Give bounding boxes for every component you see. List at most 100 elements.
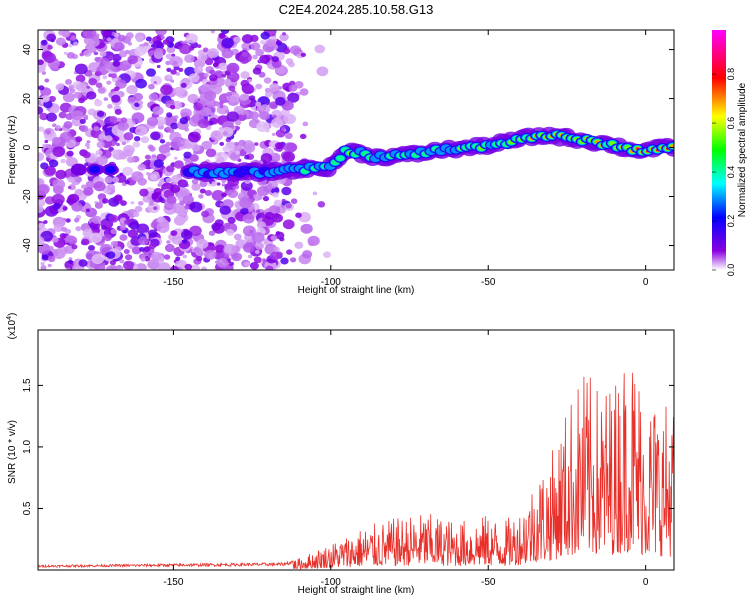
heatmap-cell: [120, 225, 127, 231]
heatmap-cell: [285, 203, 292, 209]
heatmap-cell: [125, 254, 133, 261]
heatmap-cell: [120, 117, 128, 123]
heatmap-cell: [100, 68, 107, 74]
heatmap-cell: [102, 75, 108, 80]
heatmap-cell: [46, 112, 57, 122]
heatmap-cell: [147, 116, 159, 127]
heatmap-cell: [111, 94, 121, 103]
heatmap-cell: [40, 162, 49, 170]
heatmap-cell: [130, 201, 135, 205]
snr-y-label: SNR (10 * v/v): [7, 420, 18, 484]
heatmap-cell: [251, 211, 256, 215]
heatmap-cell: [83, 116, 88, 121]
heatmap-cell: [180, 211, 185, 215]
heatmap-cell: [197, 44, 202, 48]
heatmap-cell: [41, 71, 47, 75]
heatmap-cell: [86, 85, 91, 89]
heatmap-cell: [281, 198, 286, 203]
heatmap-cell: [153, 159, 164, 168]
heatmap-cell: [199, 106, 212, 117]
heatmap-cell: [131, 171, 144, 182]
heatmap-cell: [60, 158, 66, 164]
heatmap-cell: [255, 83, 263, 90]
heatmap-cell: [38, 126, 45, 132]
heatmap-cell: [43, 220, 48, 224]
heatmap-cell: [248, 95, 256, 101]
heatmap-cell: [240, 71, 250, 79]
heatmap-cell: [68, 257, 73, 261]
heatmap-cell: [66, 267, 71, 270]
heatmap-cell: [149, 146, 156, 152]
heatmap-cell: [78, 259, 88, 267]
heatmap-cell: [104, 178, 110, 183]
heatmap-cell: [127, 96, 136, 104]
heatmap-cell: [252, 54, 258, 60]
heatmap-cell: [117, 34, 126, 42]
heatmap-cell: [137, 163, 146, 171]
heatmap-cell: [209, 74, 218, 82]
heatmap-cell: [86, 91, 97, 100]
heatmap-cell: [255, 242, 264, 250]
heatmap-cell: [160, 35, 165, 40]
heatmap-cell: [151, 192, 160, 199]
snr-frame: [37, 329, 675, 571]
heatmap-cell: [101, 262, 106, 266]
heatmap-cell: [118, 50, 128, 58]
heatmap-cell: [271, 56, 279, 63]
heatmap-cell: [86, 140, 91, 144]
heatmap-cell: [221, 48, 234, 59]
heatmap-cell: [271, 117, 284, 128]
heatmap-cell: [260, 40, 266, 45]
x-tick-label: -50: [481, 277, 496, 288]
colorbar-tick-label: 0.2: [726, 215, 736, 228]
heatmap-cell: [74, 63, 88, 75]
heatmap-cell: [300, 52, 306, 57]
heatmap-cell: [260, 153, 273, 163]
heatmap-cell: [156, 222, 170, 234]
heatmap-cell: [148, 201, 155, 206]
heatmap-cell: [112, 53, 122, 62]
heatmap-cell: [170, 184, 181, 193]
y-tick-label: 1.0: [22, 440, 33, 454]
heatmap-cell: [109, 260, 116, 266]
heatmap-cell: [67, 186, 72, 189]
heatmap-cell: [146, 68, 156, 77]
colorbar-tick-label: 0.6: [726, 117, 736, 130]
heatmap-cell: [41, 254, 49, 261]
heatmap-cell: [250, 42, 261, 51]
heatmap-cell: [155, 30, 167, 36]
heatmap-cell: [178, 62, 183, 66]
heatmap-cell: [185, 143, 193, 150]
heatmap-cell: [122, 166, 134, 176]
snr-y-ticks: 0.5 1.0 1.5: [22, 378, 674, 515]
heatmap-cell: [136, 223, 150, 235]
heatmap-cell: [143, 42, 149, 47]
heatmap-cell: [181, 230, 193, 240]
heatmap-cell: [257, 185, 270, 197]
heatmap-cell: [254, 249, 260, 254]
heatmap-cell: [94, 56, 101, 62]
heatmap-cell: [76, 83, 87, 92]
heatmap-cell: [40, 39, 48, 46]
heatmap-cell: [133, 92, 143, 102]
heatmap-cell: [207, 48, 219, 59]
heatmap-cell: [148, 93, 159, 102]
heatmap-cell: [71, 110, 84, 121]
y-tick-label: 20: [22, 93, 33, 105]
heatmap-cell: [132, 141, 141, 148]
heatmap-cell: [191, 178, 199, 185]
heatmap-cell: [116, 142, 120, 147]
heatmap-cell: [271, 132, 276, 136]
heatmap-cell: [160, 84, 173, 96]
heatmap-cell: [170, 230, 178, 237]
heatmap-cell: [215, 244, 226, 253]
heatmap-cell: [302, 121, 309, 127]
heatmap-cell: [290, 198, 298, 204]
heatmap-cell: [281, 186, 292, 196]
heatmap-cell: [175, 256, 181, 261]
heatmap-cell: [223, 78, 232, 86]
heatmap-cell: [235, 150, 241, 155]
heatmap-cell: [286, 249, 293, 255]
heatmap-cell: [151, 251, 162, 261]
heatmap-cell: [47, 263, 52, 268]
